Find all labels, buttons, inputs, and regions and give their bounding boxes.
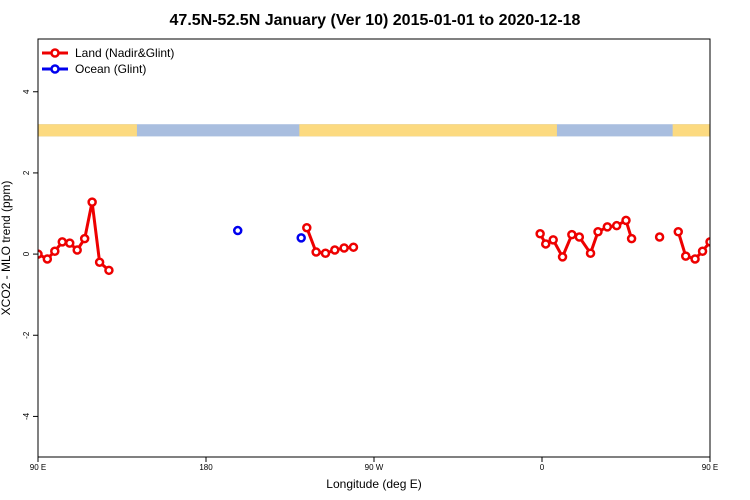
series-layer [38, 197, 750, 276]
data-point [79, 233, 90, 244]
data-point [626, 233, 637, 244]
legend-label: Land (Nadir&Glint) [75, 46, 174, 60]
data-point [557, 252, 568, 262]
data-point [621, 215, 631, 226]
data-point [654, 232, 665, 242]
data-point [690, 254, 700, 264]
y-tick-label: 2 [22, 170, 31, 175]
y-tick-label: 4 [22, 89, 31, 94]
data-point [302, 222, 312, 233]
data-point [104, 265, 114, 276]
chart-title: 47.5N-52.5N January (Ver 10) 2015-01-01 … [170, 12, 581, 29]
data-point [697, 246, 708, 256]
legend: Land (Nadir&Glint) Ocean (Glint) [42, 46, 174, 76]
data-point [296, 233, 306, 243]
land-band-segment [38, 124, 137, 137]
series-group [232, 225, 306, 243]
data-point [548, 235, 558, 245]
plot-frame [37, 38, 711, 458]
y-tick-label: 0 [22, 251, 31, 256]
data-point [42, 254, 53, 264]
data-point [611, 220, 622, 231]
legend-swatch-point [50, 64, 60, 74]
land-ocean-band [38, 124, 710, 137]
x-tick-label: 90 W [365, 463, 384, 472]
data-point [57, 237, 68, 247]
x-axis-label: Longitude (deg E) [326, 477, 421, 491]
data-point [744, 199, 750, 206]
data-point [94, 257, 105, 267]
data-point [585, 248, 596, 259]
land-band-segment [672, 124, 710, 137]
legend-swatch-point [50, 48, 60, 58]
x-tick-label: 90 E [702, 463, 718, 472]
data-point [680, 251, 691, 261]
legend-label: Ocean (Glint) [75, 62, 146, 76]
x-tick-label: 0 [540, 463, 545, 472]
y-tick-label: -4 [22, 412, 31, 420]
data-point [729, 247, 736, 254]
series-line [716, 202, 750, 270]
data-point [87, 197, 97, 207]
x-tick-label: 180 [199, 463, 213, 472]
land-band-segment [299, 124, 557, 137]
data-point [736, 235, 743, 242]
data-point [72, 245, 82, 255]
data-point [705, 237, 710, 247]
data-point [712, 238, 719, 245]
data-point [673, 227, 684, 237]
data-point [330, 245, 340, 255]
data-point [50, 246, 60, 256]
data-point [574, 232, 585, 242]
axes: 90 E 180 90 W 0 90 E -4 -2 0 2 4 [22, 89, 718, 472]
series-line [38, 200, 110, 272]
data-point [540, 239, 551, 249]
data-point [721, 240, 728, 247]
series-group [38, 197, 750, 276]
data-point [535, 229, 545, 239]
data-point [38, 249, 43, 259]
data-point [602, 222, 613, 232]
x-tick-label: 90 E [30, 463, 46, 472]
data-point [339, 243, 349, 253]
data-point [232, 225, 243, 236]
y-tick-label: -2 [22, 331, 31, 339]
data-point [311, 247, 321, 257]
data-point [64, 238, 75, 248]
data-point [320, 248, 331, 259]
data-point [567, 229, 577, 240]
y-axis-label: XCO2 - MLO trend (ppm) [0, 181, 13, 316]
data-point [348, 242, 359, 252]
data-point [593, 227, 603, 237]
